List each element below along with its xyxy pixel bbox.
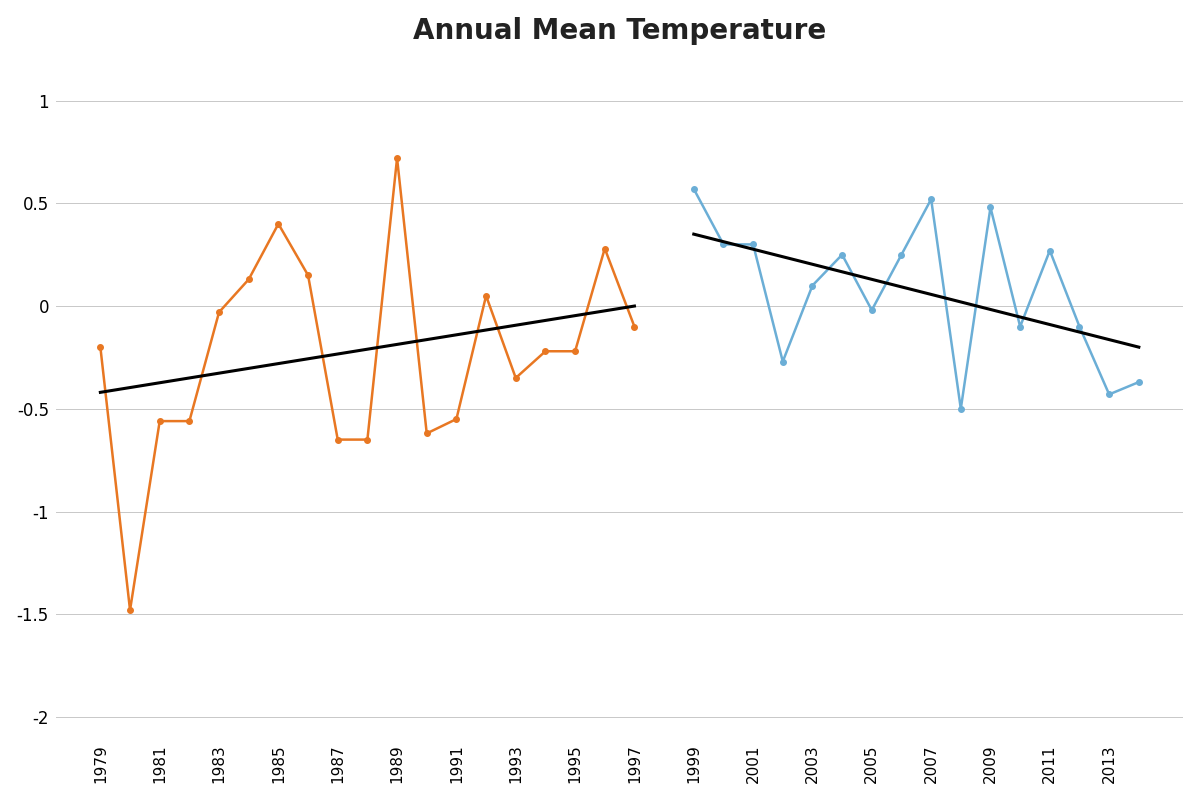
- Title: Annual Mean Temperature: Annual Mean Temperature: [413, 17, 827, 45]
